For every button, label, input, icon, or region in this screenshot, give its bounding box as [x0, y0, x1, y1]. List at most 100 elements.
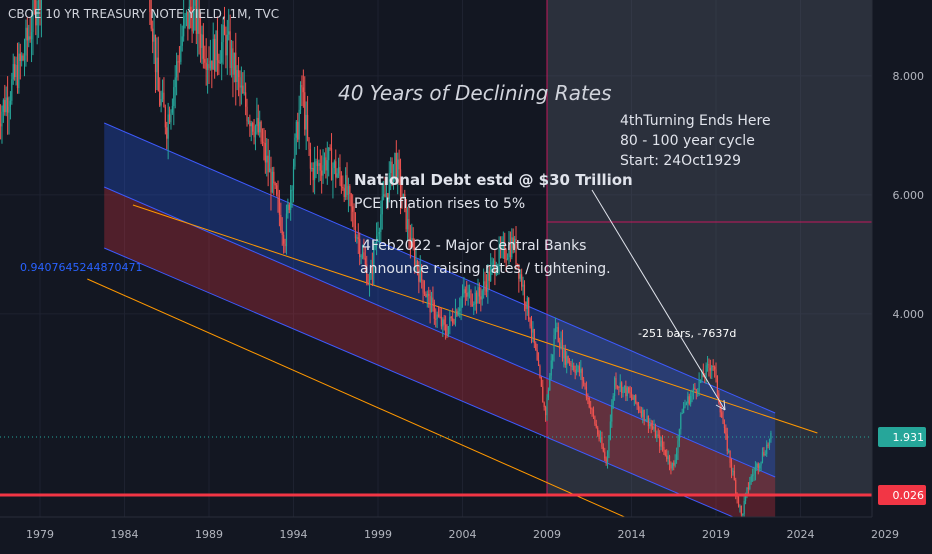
candle-body: [212, 38, 214, 70]
candle-body: [266, 155, 268, 163]
candle-body: [560, 339, 562, 349]
candle-body: [432, 297, 434, 303]
candle-body: [484, 281, 486, 285]
candle-body: [595, 423, 597, 428]
candle-body: [742, 513, 744, 515]
candle-body: [299, 84, 302, 110]
candle-body: [373, 246, 375, 274]
candle-body: [14, 64, 16, 78]
candle-body: [681, 412, 683, 414]
candle-body: [350, 193, 352, 207]
candle-body: [347, 186, 350, 195]
candle-body: [306, 114, 309, 138]
candle-body: [494, 260, 496, 275]
candle-body: [514, 238, 516, 249]
candle-body: [287, 204, 289, 214]
candle-body: [499, 245, 502, 251]
candle-body: [229, 31, 231, 68]
candle-body: [390, 161, 392, 173]
last-price-badge[interactable]: [878, 427, 926, 447]
candle-body: [176, 61, 178, 78]
candle-body: [271, 171, 273, 193]
candle-body: [737, 496, 740, 507]
candle-body: [580, 368, 582, 373]
candle-body: [535, 343, 537, 351]
candle-body: [383, 194, 385, 197]
candle-body: [570, 363, 572, 367]
candle-body: [726, 434, 728, 452]
candle-body: [491, 262, 493, 267]
candle-body: [723, 424, 726, 429]
candle-body: [185, 11, 188, 16]
candle-body: [167, 114, 169, 139]
candle-body: [575, 368, 578, 374]
candle-body: [544, 407, 547, 416]
time-axis-bg: [0, 517, 872, 550]
candle-body: [587, 397, 589, 399]
candle-body: [183, 16, 185, 37]
candle-body: [581, 368, 583, 381]
candle-body: [488, 271, 490, 281]
candle-body: [157, 57, 159, 92]
channel-upper-band: [104, 123, 776, 477]
channel-bottom-line: [104, 247, 776, 536]
candle-body: [194, 0, 196, 6]
y-tick-label: 8.000: [893, 70, 925, 83]
candle-body: [19, 53, 21, 61]
candle-body: [308, 137, 310, 150]
candle-body: [640, 411, 642, 417]
candle-body: [318, 163, 320, 166]
candle-body: [732, 470, 734, 472]
candle-body: [642, 409, 644, 417]
x-tick-label: 2009: [533, 528, 561, 541]
candle-body: [618, 386, 620, 388]
candle-body: [712, 366, 714, 368]
candle-body: [614, 377, 616, 397]
hline-price-label: 0.026: [893, 489, 925, 502]
candle-body: [260, 121, 262, 142]
candle-body: [525, 302, 527, 309]
candle-body: [278, 198, 281, 215]
candle-body: [445, 324, 447, 335]
candle-body: [353, 211, 355, 227]
candle-body: [423, 292, 426, 295]
candle-body: [384, 194, 386, 198]
candle-body: [659, 435, 661, 447]
chart-title: CBOE 10 YR TREASURY NOTE YIELD, 1M, TVC: [8, 7, 280, 21]
candle-body: [274, 183, 276, 186]
candle-body: [5, 97, 7, 113]
candle-body: [30, 32, 33, 40]
x-tick-label: 1994: [280, 528, 308, 541]
candle-body: [690, 396, 692, 404]
candle-body: [654, 426, 657, 438]
candle-body: [647, 415, 649, 427]
candle-body: [730, 462, 733, 472]
candle-body: [487, 271, 489, 292]
candle-body: [273, 171, 275, 184]
candle-body: [663, 447, 665, 450]
candle-body: [226, 34, 228, 56]
candle-body: [740, 506, 742, 515]
candle-body: [288, 204, 290, 210]
candle-body: [526, 297, 528, 309]
candle-body: [309, 149, 311, 169]
fourth-turning-zone: [547, 0, 928, 495]
hline-price-badge[interactable]: [878, 485, 926, 505]
candle-body: [473, 304, 475, 306]
candle-body: [578, 365, 580, 373]
candle-body: [622, 387, 624, 394]
candle-body: [440, 316, 442, 327]
candle-body: [650, 423, 652, 427]
candle-body: [325, 157, 327, 171]
pce-annotation: PCE Inflation rises to 5%: [354, 196, 525, 212]
candle-body: [198, 9, 200, 34]
candle-body: [367, 283, 369, 285]
candle-body: [760, 461, 762, 466]
candle-body: [636, 402, 638, 406]
candle-body: [521, 274, 523, 287]
candle-body: [228, 31, 230, 35]
candle-body: [294, 137, 296, 167]
candle-body: [11, 79, 13, 101]
